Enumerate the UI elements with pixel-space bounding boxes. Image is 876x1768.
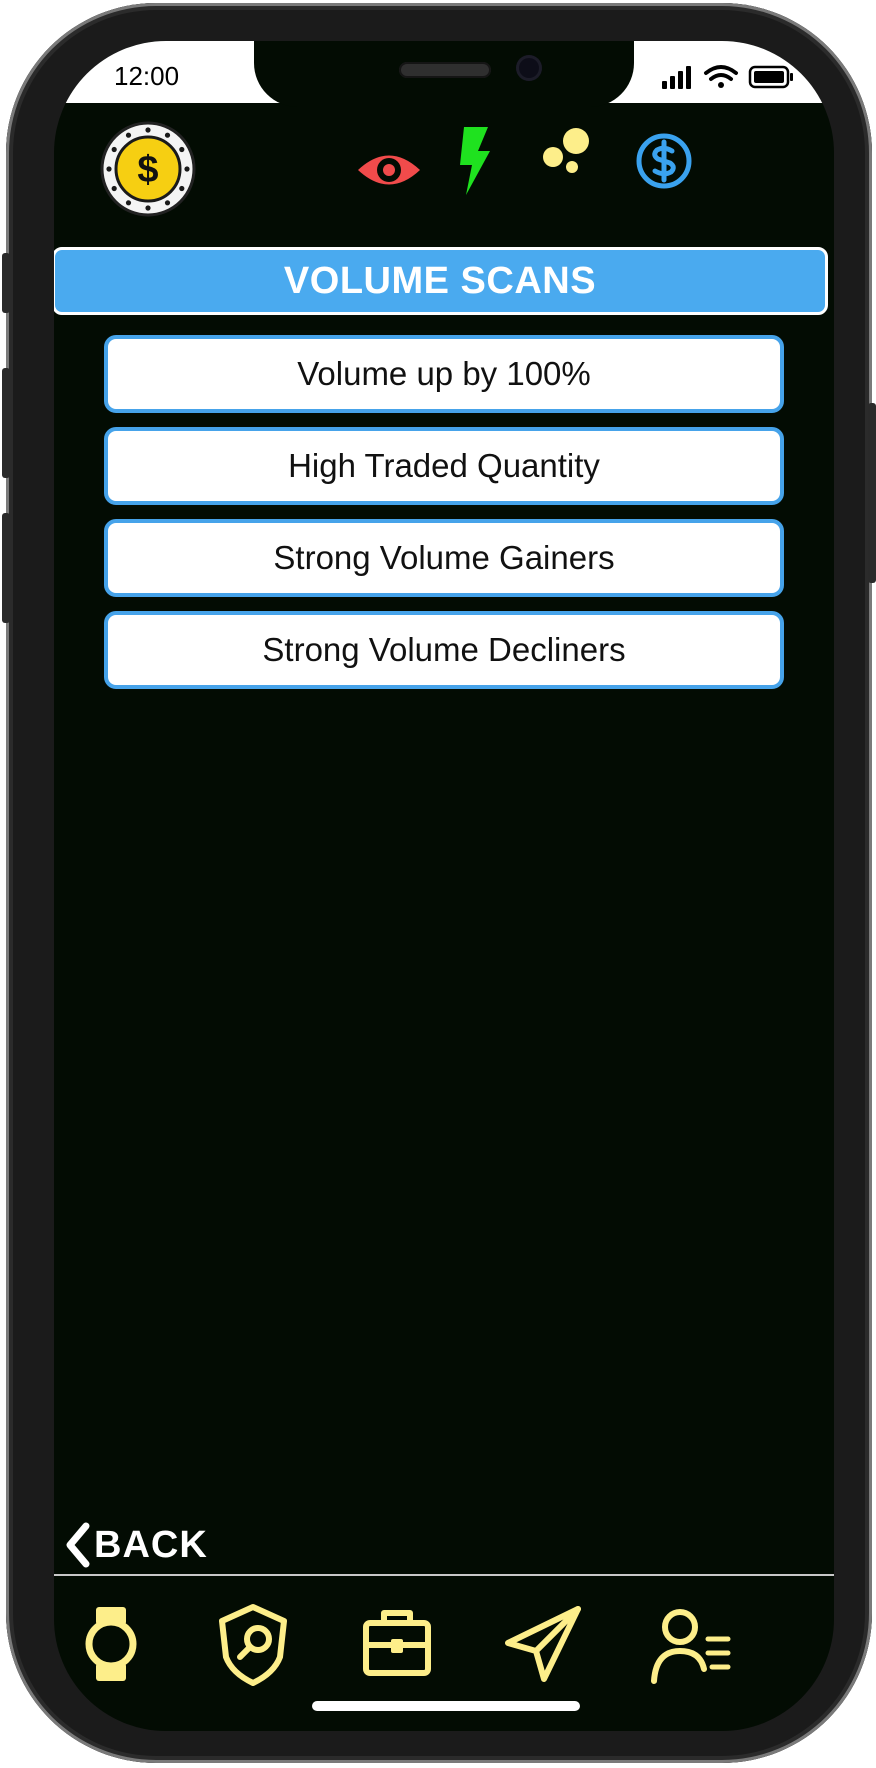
lightning-icon[interactable] bbox=[450, 125, 496, 197]
eye-icon[interactable] bbox=[354, 137, 424, 203]
scan-list: Volume up by 100% High Traded Quantity S… bbox=[104, 335, 784, 703]
scan-option-strong-volume-gainers[interactable]: Strong Volume Gainers bbox=[104, 519, 784, 597]
cellular-signal-icon bbox=[662, 66, 691, 89]
scan-option-label: High Traded Quantity bbox=[288, 447, 600, 484]
user-list-icon[interactable] bbox=[646, 1599, 736, 1689]
back-label: BACK bbox=[94, 1523, 208, 1566]
speaker bbox=[399, 62, 491, 78]
scan-option-volume-up[interactable]: Volume up by 100% bbox=[104, 335, 784, 413]
home-indicator[interactable] bbox=[312, 1701, 580, 1711]
watch-icon[interactable] bbox=[66, 1599, 156, 1689]
scan-option-label: Strong Volume Decliners bbox=[262, 631, 626, 668]
page-title: VOLUME SCANS bbox=[283, 259, 597, 302]
bottom-nav-divider bbox=[54, 1574, 834, 1576]
bubbles-icon[interactable] bbox=[540, 125, 594, 179]
notch bbox=[254, 41, 634, 107]
chevron-left-icon bbox=[66, 1522, 90, 1568]
front-camera bbox=[516, 55, 542, 81]
scan-option-strong-volume-decliners[interactable]: Strong Volume Decliners bbox=[104, 611, 784, 689]
app-screen: 12:00 bbox=[54, 41, 834, 1731]
scan-option-label: Volume up by 100% bbox=[297, 355, 591, 392]
volume-down-button bbox=[2, 513, 10, 623]
phone-frame: 12:00 bbox=[2, 3, 876, 1763]
status-time: 12:00 bbox=[114, 61, 180, 91]
scan-option-label: Strong Volume Gainers bbox=[273, 539, 615, 576]
power-button bbox=[868, 403, 876, 583]
briefcase-icon[interactable] bbox=[352, 1599, 442, 1689]
battery-icon bbox=[748, 65, 793, 89]
send-icon[interactable] bbox=[498, 1599, 588, 1689]
back-button[interactable]: BACK bbox=[64, 1515, 208, 1575]
section-header: VOLUME SCANS bbox=[54, 247, 828, 315]
svg-text:$: $ bbox=[137, 149, 158, 191]
shield-search-icon[interactable] bbox=[208, 1599, 298, 1689]
dollar-circle-icon[interactable] bbox=[634, 131, 694, 191]
wifi-icon bbox=[704, 65, 738, 88]
coin-logo-icon[interactable]: $ bbox=[100, 121, 196, 217]
status-icons bbox=[662, 65, 793, 89]
mute-switch bbox=[2, 253, 10, 313]
scan-option-high-traded-quantity[interactable]: High Traded Quantity bbox=[104, 427, 784, 505]
volume-up-button bbox=[2, 368, 10, 478]
